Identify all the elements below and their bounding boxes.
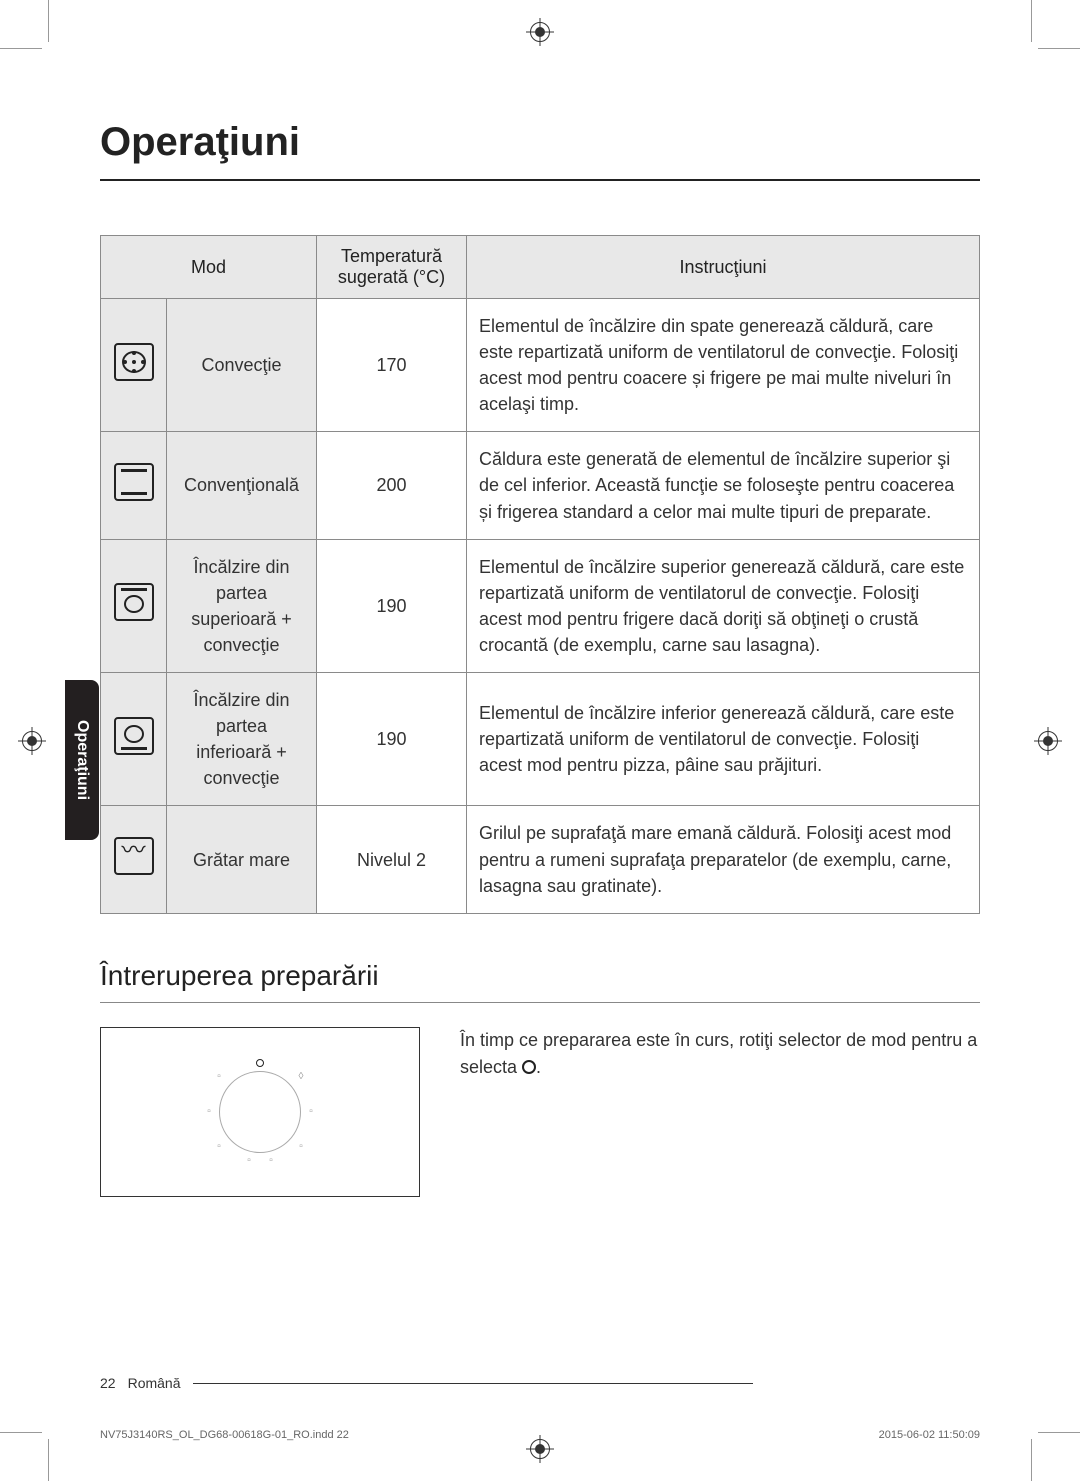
convection-icon: [114, 343, 154, 381]
crop-mark: [1038, 1432, 1080, 1433]
crop-mark: [1031, 1439, 1032, 1481]
mode-temp: 190: [317, 539, 467, 672]
page-number: 22: [100, 1375, 116, 1391]
section-title: Întreruperea preparării: [100, 960, 980, 1003]
mode-instr: Elementul de încălzire superior genereaz…: [467, 539, 980, 672]
table-row: Convenţională 200 Căldura este generată …: [101, 432, 980, 539]
crop-mark: [1038, 48, 1080, 49]
mode-temp: 200: [317, 432, 467, 539]
registration-mark-icon: [22, 731, 42, 751]
mode-temp: 190: [317, 673, 467, 806]
mode-icon-cell: [101, 539, 167, 672]
header-temp: Temperatură sugerată (°C): [317, 236, 467, 299]
dial-mark-icon: ▫: [305, 1106, 317, 1118]
print-file: NV75J3140RS_OL_DG68-00618G-01_RO.indd 22: [100, 1429, 349, 1441]
mode-icon-cell: [101, 299, 167, 432]
mode-instr: Elementul de încălzire inferior genereaz…: [467, 673, 980, 806]
print-timestamp: 2015-06-02 ‎11:50:09: [879, 1429, 980, 1441]
registration-mark-icon: [530, 1439, 550, 1459]
text-post: .: [536, 1057, 541, 1077]
crop-mark: [0, 1432, 42, 1433]
mode-dial-illustration: ◊ ▫ ▫ ▫ ▫ ▫ ▫ ▫: [100, 1027, 420, 1197]
mode-icon-cell: [101, 673, 167, 806]
mode-icon-cell: [101, 432, 167, 539]
footer-rule: [193, 1383, 753, 1384]
mode-name: Încălzire din partea superioară + convec…: [167, 539, 317, 672]
large-grill-icon: [114, 837, 154, 875]
page-footer: 22 Română: [100, 1375, 753, 1391]
print-metadata: NV75J3140RS_OL_DG68-00618G-01_RO.indd 22…: [100, 1429, 980, 1441]
mode-instr: Elementul de încălzire din spate generea…: [467, 299, 980, 432]
bottom-heat-convection-icon: [114, 717, 154, 755]
mode-name: Grătar mare: [167, 806, 317, 913]
top-heat-convection-icon: [114, 583, 154, 621]
table-row: Încălzire din partea superioară + convec…: [101, 539, 980, 672]
dial-mark-icon: ▫: [203, 1106, 215, 1118]
stop-cooking-row: ◊ ▫ ▫ ▫ ▫ ▫ ▫ ▫ În timp ce prepararea es…: [100, 1027, 980, 1197]
mode-instr: Grilul pe suprafaţă mare emană căldură. …: [467, 806, 980, 913]
dial-icon: ◊ ▫ ▫ ▫ ▫ ▫ ▫ ▫: [205, 1057, 315, 1167]
crop-mark: [0, 48, 42, 49]
dial-mark-icon: ▫: [213, 1071, 225, 1083]
mode-name: Convenţională: [167, 432, 317, 539]
dial-mark-icon: ◊: [295, 1071, 307, 1083]
dial-mark-icon: ▫: [213, 1141, 225, 1153]
table-row: Grătar mare Nivelul 2 Grilul pe suprafaţ…: [101, 806, 980, 913]
language-label: Română: [128, 1375, 181, 1391]
table-row: Convecţie 170 Elementul de încălzire din…: [101, 299, 980, 432]
mode-temp: 170: [317, 299, 467, 432]
table-header-row: Mod Temperatură sugerată (°C) Instrucţiu…: [101, 236, 980, 299]
crop-mark: [48, 0, 49, 42]
mode-icon-cell: [101, 806, 167, 913]
mode-temp: Nivelul 2: [317, 806, 467, 913]
stop-cooking-text: În timp ce prepararea este în curs, roti…: [460, 1027, 980, 1081]
table-row: Încălzire din partea inferioară + convec…: [101, 673, 980, 806]
dial-off-position-icon: [254, 1057, 266, 1069]
crop-mark: [48, 1439, 49, 1481]
modes-table: Mod Temperatură sugerată (°C) Instrucţiu…: [100, 235, 980, 914]
side-tab: Operaţiuni: [65, 680, 99, 840]
dial-mark-icon: ▫: [295, 1141, 307, 1153]
crop-mark: [1031, 0, 1032, 42]
mode-name: Convecţie: [167, 299, 317, 432]
registration-mark-icon: [1038, 731, 1058, 751]
mode-instr: Căldura este generată de elementul de în…: [467, 432, 980, 539]
conventional-icon: [114, 463, 154, 501]
page-title: Operaţiuni: [100, 120, 980, 181]
registration-mark-icon: [530, 22, 550, 42]
header-instr: Instrucţiuni: [467, 236, 980, 299]
off-symbol-icon: [522, 1060, 536, 1074]
mode-name: Încălzire din partea inferioară + convec…: [167, 673, 317, 806]
dial-mark-icon: ▫: [265, 1155, 277, 1167]
header-mode: Mod: [101, 236, 317, 299]
dial-mark-icon: ▫: [243, 1155, 255, 1167]
